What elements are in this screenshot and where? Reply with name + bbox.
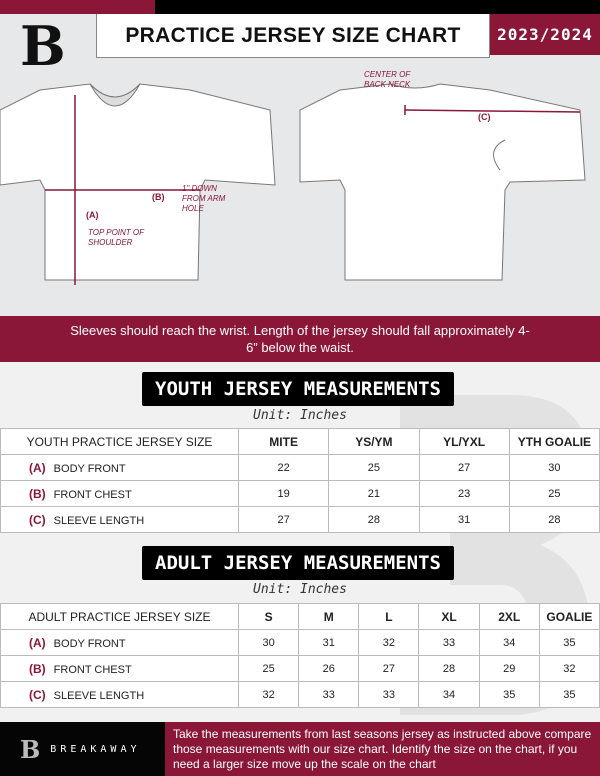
row-label: SLEEVE LENGTH [53, 514, 145, 527]
cell: 32 [538, 655, 600, 682]
cell: 33 [418, 629, 480, 656]
page-title: PRACTICE JERSEY SIZE CHART [96, 14, 490, 58]
cell: 21 [328, 480, 420, 507]
row-label: SLEEVE LENGTH [53, 689, 145, 702]
cell: 32 [237, 681, 300, 708]
label-a-note: TOP POINT OF SHOULDER [88, 228, 144, 247]
row-label: FRONT CHEST [53, 663, 132, 676]
table-row: (B) FRONT CHEST 19 21 23 25 [0, 480, 600, 507]
top-accent-bar [0, 0, 155, 14]
jersey-diagram [0, 83, 586, 285]
instructions-band: Sleeves should reach the wrist. Length o… [0, 316, 600, 362]
label-b-note: 1" DOWN FROM ARM HOLE [182, 184, 226, 213]
cell: 22 [237, 454, 330, 481]
size-header: M [298, 603, 360, 630]
cell: 25 [508, 480, 600, 507]
cell: 31 [418, 506, 510, 533]
row-code: (C) [29, 512, 46, 527]
cell: 34 [478, 629, 540, 656]
footer-brand-name: BREAKAWAY [50, 743, 141, 755]
table-row: (C) SLEEVE LENGTH 27 28 31 28 [0, 506, 600, 533]
label-center-back-neck: CENTER OF BACK NECK [364, 70, 411, 89]
row-code: (A) [29, 460, 46, 475]
size-header: YTH GOALIE [508, 428, 600, 455]
cell: 35 [478, 681, 540, 708]
cell: 35 [538, 629, 600, 656]
youth-table: YOUTH PRACTICE JERSEY SIZE MITE YS/YM YL… [0, 428, 600, 533]
cell: 25 [328, 454, 420, 481]
size-header: 2XL [478, 603, 540, 630]
table-header-row: ADULT PRACTICE JERSEY SIZE S M L XL 2XL … [0, 603, 600, 630]
cell: 33 [298, 681, 360, 708]
instructions-text: Sleeves should reach the wrist. Length o… [70, 323, 530, 355]
table-row: (B) FRONT CHEST 25 26 27 28 29 32 [0, 655, 600, 682]
label-c: (C) [478, 112, 491, 122]
breakaway-logo: B [20, 14, 66, 78]
cell: 26 [298, 655, 360, 682]
corner-label: ADULT PRACTICE JERSEY SIZE [0, 603, 239, 630]
top-black-bar [155, 0, 600, 14]
label-a: (A) [86, 210, 99, 220]
row-label: BODY FRONT [53, 462, 126, 475]
size-header: GOALIE [538, 603, 600, 630]
youth-title: YOUTH JERSEY MEASUREMENTS [142, 372, 454, 406]
cell: 31 [298, 629, 360, 656]
size-header: XL [418, 603, 480, 630]
table-row: (A) BODY FRONT 22 25 27 30 [0, 454, 600, 481]
row-label: BODY FRONT [53, 637, 126, 650]
row-code: (A) [29, 635, 46, 650]
size-header: S [237, 603, 300, 630]
size-header: MITE [237, 428, 330, 455]
table-header-row: YOUTH PRACTICE JERSEY SIZE MITE YS/YM YL… [0, 428, 600, 455]
cell: 23 [418, 480, 510, 507]
cell: 28 [418, 655, 480, 682]
table-row: (A) BODY FRONT 30 31 32 33 34 35 [0, 629, 600, 656]
cell: 30 [508, 454, 600, 481]
size-header: YS/YM [328, 428, 420, 455]
cell: 25 [237, 655, 300, 682]
back-jersey [299, 83, 586, 281]
cell: 28 [508, 506, 600, 533]
footer-note: Take the measurements from last seasons … [165, 722, 600, 776]
cell: 29 [478, 655, 540, 682]
adult-table: ADULT PRACTICE JERSEY SIZE S M L XL 2XL … [0, 603, 600, 708]
cell: 27 [358, 655, 420, 682]
table-row: (C) SLEEVE LENGTH 32 33 33 34 35 35 [0, 681, 600, 708]
cell: 27 [237, 506, 330, 533]
cell: 33 [358, 681, 420, 708]
size-header: L [358, 603, 420, 630]
footer-brand: B BREAKAWAY [0, 722, 165, 776]
cell: 32 [358, 629, 420, 656]
label-b: (B) [152, 192, 165, 202]
cell: 28 [328, 506, 420, 533]
cell: 35 [538, 681, 600, 708]
corner-label: YOUTH PRACTICE JERSEY SIZE [0, 428, 239, 455]
youth-unit: Unit: Inches [253, 408, 347, 423]
cell: 34 [418, 681, 480, 708]
season-badge: 2023/2024 [490, 14, 600, 55]
cell: 19 [237, 480, 330, 507]
row-code: (C) [29, 687, 46, 702]
cell: 27 [418, 454, 510, 481]
front-jersey [0, 83, 276, 281]
adult-unit: Unit: Inches [253, 582, 347, 597]
row-label: FRONT CHEST [53, 488, 132, 501]
row-code: (B) [29, 661, 46, 676]
cell: 30 [237, 629, 300, 656]
footer-logo: B [20, 734, 41, 764]
row-code: (B) [29, 486, 46, 501]
adult-title: ADULT JERSEY MEASUREMENTS [142, 546, 454, 580]
size-header: YL/YXL [418, 428, 510, 455]
